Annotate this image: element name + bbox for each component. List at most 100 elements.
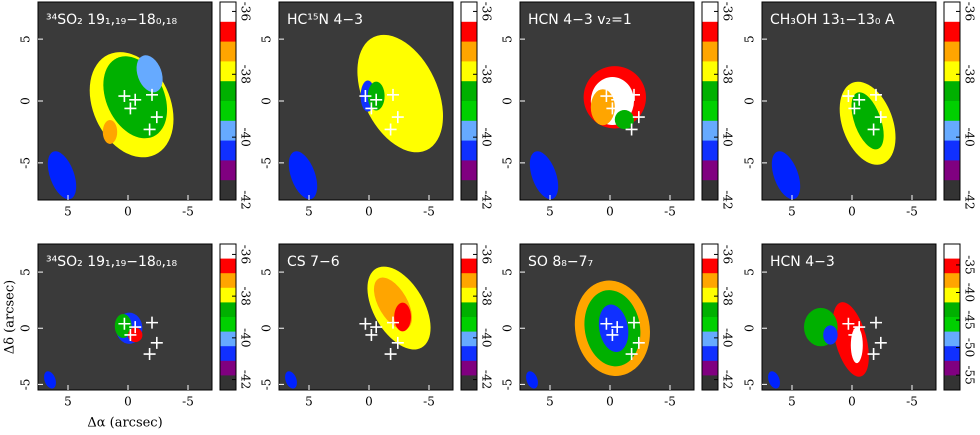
x-tick-label: 5 — [64, 395, 72, 409]
colorbar-band — [461, 258, 477, 274]
y-tick-label: -5 — [260, 379, 274, 391]
colorbar-band — [461, 21, 477, 43]
continuum-peak-cross — [625, 348, 638, 361]
colorbar-tick-label: -38 — [721, 286, 735, 305]
continuum-peak-cross — [848, 328, 861, 341]
colorbar-band — [220, 302, 236, 318]
colorbar-band — [220, 81, 236, 102]
colorbar-tick-label: -36 — [238, 245, 252, 264]
beam — [529, 151, 559, 200]
y-tick-label: 5 — [19, 268, 33, 276]
colorbar-band — [702, 21, 718, 43]
y-tick-label: 5 — [501, 268, 515, 276]
y-tick-label: -5 — [501, 379, 515, 391]
colorbar-tick-label: -50 — [963, 338, 977, 357]
colorbar-tick-label: -38 — [480, 65, 494, 84]
panel-title: ³⁴SO₂ 19₁,₁₉−18₀,₁₈ — [46, 254, 178, 270]
y-tick-label: 5 — [743, 268, 757, 276]
colorbar-band — [461, 101, 477, 122]
colorbar-tick-label: -42 — [480, 190, 494, 209]
continuum-peak-cross — [874, 111, 887, 124]
colorbar-tick-label: -40 — [239, 328, 253, 347]
colorbar-band — [702, 287, 718, 303]
beam — [44, 371, 56, 389]
beam — [526, 371, 538, 389]
colorbar-band — [702, 244, 718, 260]
colorbar-band — [944, 180, 960, 201]
colorbar-frame — [701, 1, 719, 201]
emission-region — [394, 302, 411, 332]
continuum-peak-cross — [628, 88, 640, 101]
x-tick-label: 5 — [788, 395, 796, 409]
x-tick-label: -5 — [906, 395, 918, 409]
colorbar-tick-label: -35 — [963, 255, 977, 274]
map-frame — [519, 243, 695, 391]
colorbar-band — [944, 101, 960, 122]
colorbar-frame — [943, 1, 961, 201]
continuum-peak-cross — [606, 328, 619, 341]
x-tick-label: -5 — [664, 395, 676, 409]
colorbar-band — [944, 21, 960, 43]
colorbar-band — [702, 258, 718, 274]
colorbar-band — [220, 21, 236, 43]
colorbar-tick-label: -38 — [239, 286, 253, 305]
colorbar-band — [944, 331, 960, 347]
colorbar-frame — [701, 243, 719, 391]
y-tick-label: 5 — [260, 268, 274, 276]
continuum-peak-cross — [365, 102, 378, 115]
x-tick-label: 0 — [606, 205, 614, 219]
y-tick-label: -5 — [19, 157, 33, 169]
continuum-peak-cross — [359, 90, 372, 103]
colorbar-band — [944, 287, 960, 303]
panel-title: HC¹⁵N 4−3 — [287, 12, 363, 28]
y-tick-label: 0 — [501, 97, 515, 105]
colorbar-band — [461, 302, 477, 318]
y-tick-label: -5 — [743, 379, 757, 391]
continuum-peak-cross — [384, 123, 397, 136]
y-tick-label: -5 — [501, 157, 515, 169]
colorbar-band — [944, 81, 960, 102]
map-panel — [279, 2, 453, 200]
y-tick-label: 0 — [743, 324, 757, 332]
x-tick-label: 5 — [546, 205, 554, 219]
panel-title: CH₃OH 13₁−13₀ A — [770, 12, 895, 28]
continuum-peak-cross — [853, 321, 866, 334]
colorbar-tick-label: -40 — [239, 127, 253, 146]
x-tick-label: 5 — [305, 395, 313, 409]
colorbar-tick-label: -36 — [963, 2, 977, 21]
colorbar-tick-label: -40 — [721, 127, 735, 146]
y-tick-label: 0 — [743, 97, 757, 105]
continuum-peak-cross — [391, 111, 404, 124]
continuum-peak-cross — [611, 93, 624, 106]
y-tick-label: -5 — [19, 379, 33, 391]
y-tick-label: 5 — [19, 35, 33, 43]
x-tick-label: 0 — [124, 205, 132, 219]
continuum-peak-cross — [370, 321, 383, 334]
continuum-peak-cross — [365, 328, 378, 341]
y-tick-label: -5 — [743, 157, 757, 169]
colorbar-frame — [943, 243, 961, 391]
colorbar-band — [461, 41, 477, 62]
colorbar-band — [702, 101, 718, 122]
beam — [285, 371, 297, 389]
continuum-peak-cross — [625, 123, 638, 136]
panel-title: HCN 4−3 v₂=1 — [528, 12, 632, 28]
continuum-peak-cross — [867, 123, 880, 136]
colorbar-tick-label: -45 — [963, 310, 977, 329]
colorbar-band — [461, 287, 477, 303]
map-frame — [761, 243, 937, 391]
emission-region — [590, 89, 615, 126]
continuum-peak-cross — [867, 348, 880, 361]
colorbar-band — [944, 140, 960, 161]
y-tick-label: 5 — [743, 35, 757, 43]
colorbar-band — [220, 375, 236, 391]
continuum-peak-cross — [146, 316, 158, 329]
continuum-peak-cross — [129, 321, 142, 334]
colorbar-band — [944, 375, 960, 391]
colorbar-band — [220, 287, 236, 303]
colorbar-band — [461, 273, 477, 289]
beam — [288, 151, 318, 200]
continuum-peak-cross — [359, 317, 372, 330]
x-tick-label: -5 — [906, 205, 918, 219]
continuum-peak-cross — [842, 90, 855, 103]
